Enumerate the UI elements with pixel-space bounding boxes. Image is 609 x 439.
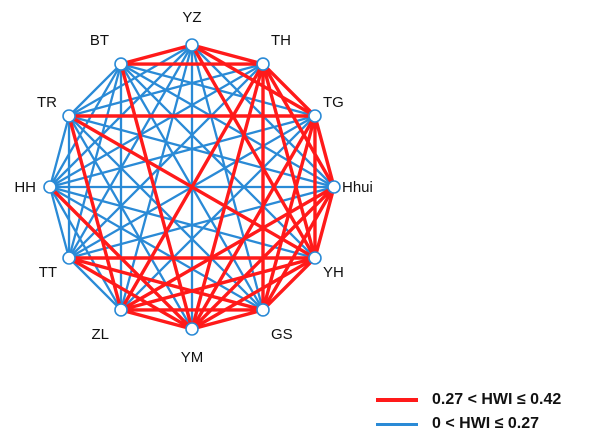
edge-YH-YM xyxy=(190,256,317,331)
edge-ZL-TR xyxy=(67,114,123,312)
network-node-labels: YZ TH TG Hhui YH GS YM ZL TT HH TR BT xyxy=(14,9,373,366)
legend-swatch-low xyxy=(376,422,418,426)
edge-GS-YM xyxy=(190,308,265,331)
node-TT xyxy=(62,251,76,265)
node-label-ZL: ZL xyxy=(91,326,109,343)
node-label-TR: TR xyxy=(37,94,57,111)
legend-label-high: 0.27 < HWI ≤ 0.42 xyxy=(432,391,562,408)
node-GS xyxy=(256,303,270,317)
edge-TH-Hhui xyxy=(261,62,336,189)
legend-item-low: 0 < HWI ≤ 0.27 xyxy=(376,412,561,436)
edge-YZ-BT xyxy=(119,43,194,66)
edge-YZ-YH xyxy=(190,43,317,260)
edge-YM-HH xyxy=(48,185,194,331)
node-label-HH: HH xyxy=(14,179,36,196)
legend: 0.27 < HWI ≤ 0.42 0 < HWI ≤ 0.27 xyxy=(376,388,561,436)
edge-GS-TT xyxy=(67,256,265,312)
legend-item-high: 0.27 < HWI ≤ 0.42 xyxy=(376,388,561,412)
node-TR xyxy=(62,109,76,123)
edge-GS-TR xyxy=(67,114,265,312)
edge-TT-BT xyxy=(67,62,123,260)
edge-HH-TR xyxy=(48,114,71,189)
node-YZ xyxy=(185,38,199,52)
edge-YH-ZL xyxy=(119,256,317,312)
edge-YZ-ZL xyxy=(119,43,194,312)
edge-YM-TR xyxy=(67,114,194,331)
edge-Hhui-TR xyxy=(67,114,336,189)
node-YM xyxy=(185,322,199,336)
node-label-YH: YH xyxy=(323,264,344,281)
edge-TG-HH xyxy=(48,114,317,189)
node-ZL xyxy=(114,303,128,317)
node-HH xyxy=(43,180,57,194)
edge-YM-TT xyxy=(67,256,194,331)
network-nodes xyxy=(43,38,341,336)
edge-TH-YM xyxy=(190,62,265,331)
edge-Hhui-TT xyxy=(67,185,336,260)
node-label-BT: BT xyxy=(90,32,109,49)
node-TG xyxy=(308,109,322,123)
node-label-Hhui: Hhui xyxy=(342,179,373,196)
node-label-TH: TH xyxy=(271,32,291,49)
edge-TH-TG xyxy=(261,62,317,118)
node-label-GS: GS xyxy=(271,326,293,343)
edge-ZL-HH xyxy=(48,185,123,312)
node-label-TG: TG xyxy=(323,94,344,111)
legend-label-low: 0 < HWI ≤ 0.27 xyxy=(432,415,540,432)
high-hwi-edges xyxy=(48,43,336,331)
edge-YM-ZL xyxy=(119,308,194,331)
edge-TG-Hhui xyxy=(313,114,336,189)
edge-YM-BT xyxy=(119,62,194,331)
edge-TG-ZL xyxy=(119,114,317,312)
edge-YZ-TH xyxy=(190,43,265,66)
edge-YH-GS xyxy=(261,256,317,312)
node-YH xyxy=(308,251,322,265)
edge-Hhui-ZL xyxy=(119,185,336,312)
node-BT xyxy=(114,57,128,71)
network-diagram: YZ TH TG Hhui YH GS YM ZL TT HH TR BT xyxy=(14,9,373,366)
edge-YH-TR xyxy=(67,114,317,260)
edge-Hhui-YH xyxy=(313,185,336,260)
edge-YZ-GS xyxy=(190,43,265,312)
node-label-YM: YM xyxy=(181,349,204,366)
edge-YH-HH xyxy=(48,185,317,260)
legend-swatch-high xyxy=(376,398,418,402)
edge-TR-BT xyxy=(67,62,123,118)
node-Hhui xyxy=(327,180,341,194)
edge-YH-BT xyxy=(119,62,317,260)
edge-TT-HH xyxy=(48,185,71,260)
node-label-TT: TT xyxy=(39,264,57,281)
node-TH xyxy=(256,57,270,71)
edge-ZL-TT xyxy=(67,256,123,312)
node-label-YZ: YZ xyxy=(182,9,201,26)
edge-TH-TT xyxy=(67,62,265,260)
